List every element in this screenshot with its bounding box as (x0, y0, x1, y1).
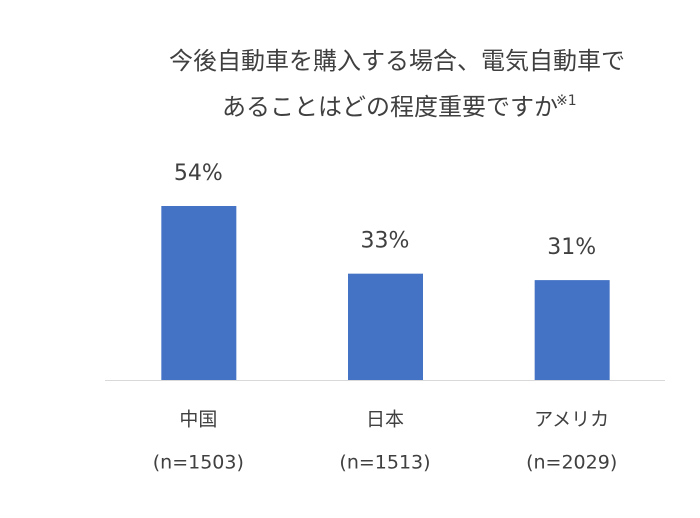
sample-size: (n=2029) (526, 452, 617, 474)
chart-title: あることはどの程度重要ですか (222, 93, 558, 121)
x-tick-label: アメリカ (534, 409, 609, 431)
title-footnote: ※1 (556, 93, 577, 109)
x-tick-label: 中国 (179, 409, 217, 431)
sample-size: (n=1503) (153, 452, 244, 474)
value-label: 54% (174, 161, 223, 186)
x-tick-label: 日本 (366, 409, 404, 431)
bar (161, 206, 237, 380)
chart-title: 今後自動車を購入する場合、電気自動車で (169, 47, 625, 75)
bar (348, 273, 423, 380)
value-label: 33% (361, 229, 410, 254)
value-label: 31% (547, 235, 596, 260)
bar (534, 280, 610, 380)
sample-size: (n=1513) (339, 452, 430, 474)
